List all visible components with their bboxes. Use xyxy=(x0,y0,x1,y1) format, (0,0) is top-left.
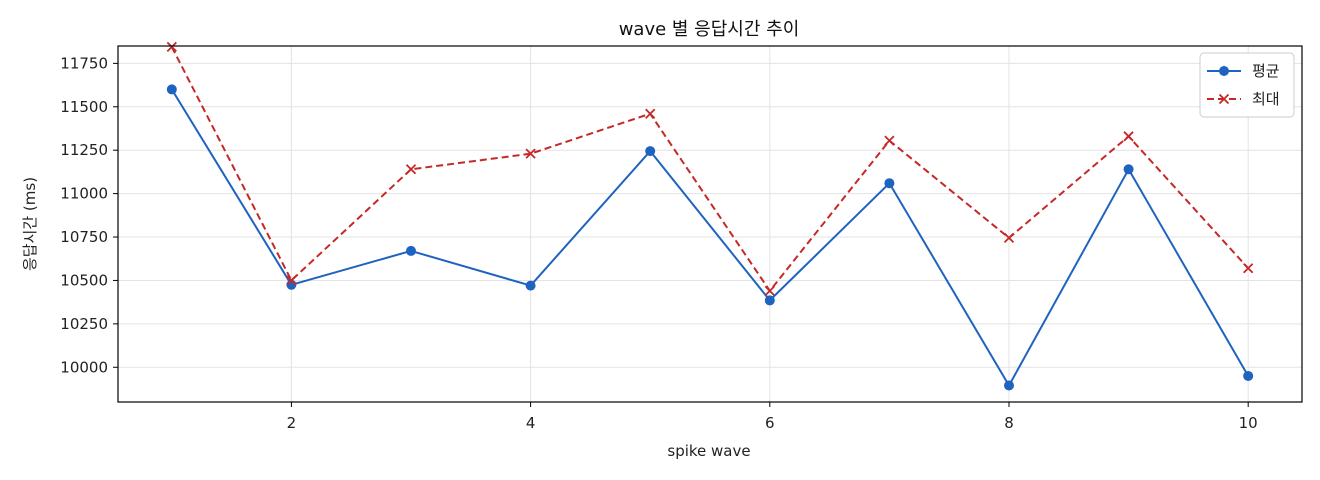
y-tick-label: 11250 xyxy=(60,141,108,159)
y-tick-label: 10500 xyxy=(60,271,108,289)
series-line xyxy=(170,88,1250,387)
data-point xyxy=(1003,232,1015,244)
y-axis-ticks: 10000 10250 10500 10750 11000 11250 11500 11750 xyxy=(60,54,118,376)
data-point xyxy=(884,135,895,146)
legend-label: 평균 xyxy=(1252,62,1280,80)
y-tick-label: 10750 xyxy=(60,228,108,246)
data-point xyxy=(884,178,895,189)
legend-box xyxy=(1199,52,1295,118)
series-1 xyxy=(166,84,1254,391)
plot-frame xyxy=(117,45,1303,403)
y-tick-label: 11500 xyxy=(60,98,108,116)
legend-marker xyxy=(1219,66,1229,76)
data-point xyxy=(1123,164,1134,175)
x-tick-label: 6 xyxy=(765,414,775,432)
legend-label: 최대 xyxy=(1252,90,1280,108)
data-point xyxy=(166,84,177,95)
grid xyxy=(118,46,1302,402)
data-point xyxy=(525,280,536,291)
data-point xyxy=(1123,131,1134,142)
legend-marker xyxy=(1218,93,1230,105)
chart-title: wave 별 응답시간 추이 xyxy=(619,19,800,40)
data-point xyxy=(286,275,297,286)
legend-item: 평균 xyxy=(1207,62,1280,80)
x-tick-label: 10 xyxy=(1239,414,1258,432)
data-point xyxy=(1003,380,1014,391)
y-axis-label: 응답시간 (ms) xyxy=(21,177,39,271)
x-tick-label: 4 xyxy=(526,414,536,432)
legend-item: 최대 xyxy=(1207,90,1280,108)
plot-series xyxy=(166,41,1254,391)
data-point xyxy=(406,245,417,256)
x-tick-label: 2 xyxy=(287,414,297,432)
y-tick-label: 11000 xyxy=(60,185,108,203)
data-point xyxy=(645,146,656,157)
x-axis-ticks: 2 4 6 8 10 xyxy=(287,402,1258,432)
series-2 xyxy=(166,41,1254,296)
data-point xyxy=(1243,263,1254,274)
data-point xyxy=(166,41,177,53)
y-tick-label: 10250 xyxy=(60,315,108,333)
x-axis-label: spike wave xyxy=(667,442,750,460)
data-point xyxy=(764,285,775,296)
data-point xyxy=(1243,370,1254,381)
data-point xyxy=(645,108,656,119)
x-tick-label: 8 xyxy=(1004,414,1014,432)
data-point xyxy=(525,148,536,159)
series-line xyxy=(170,46,1249,292)
y-tick-label: 11750 xyxy=(60,54,108,72)
y-tick-label: 10000 xyxy=(60,358,108,376)
data-point xyxy=(764,295,775,306)
data-point xyxy=(405,164,417,175)
